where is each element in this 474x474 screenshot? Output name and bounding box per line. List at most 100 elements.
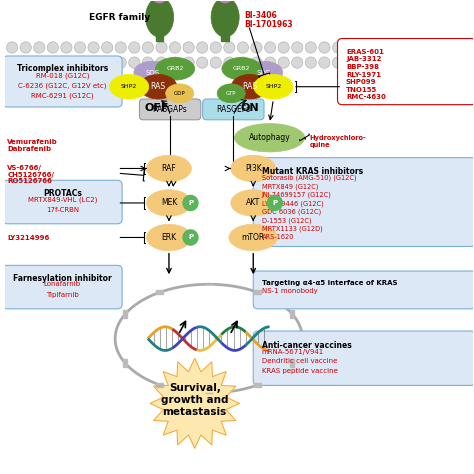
Text: P: P bbox=[272, 200, 277, 206]
Text: ERAS-601: ERAS-601 bbox=[346, 49, 384, 55]
Circle shape bbox=[305, 42, 317, 53]
Circle shape bbox=[61, 42, 72, 53]
Circle shape bbox=[414, 57, 425, 68]
Text: RASGAPs: RASGAPs bbox=[153, 105, 188, 114]
Text: NS-1 monobody: NS-1 monobody bbox=[262, 288, 318, 294]
Circle shape bbox=[210, 57, 221, 68]
Circle shape bbox=[197, 42, 208, 53]
Text: Sotorasib (AMG-510) (G12C): Sotorasib (AMG-510) (G12C) bbox=[262, 174, 356, 181]
Polygon shape bbox=[150, 358, 239, 448]
Circle shape bbox=[441, 42, 452, 53]
Text: Autophagy: Autophagy bbox=[249, 133, 291, 142]
Text: JAB-3312: JAB-3312 bbox=[346, 56, 381, 63]
Circle shape bbox=[264, 57, 276, 68]
FancyBboxPatch shape bbox=[3, 265, 122, 309]
Circle shape bbox=[224, 57, 235, 68]
Circle shape bbox=[74, 57, 86, 68]
Bar bbox=[123, 310, 127, 318]
Circle shape bbox=[387, 42, 398, 53]
Circle shape bbox=[183, 195, 198, 210]
Circle shape bbox=[455, 42, 466, 53]
Circle shape bbox=[441, 57, 452, 68]
Text: PROTACs: PROTACs bbox=[43, 189, 82, 198]
Ellipse shape bbox=[231, 190, 276, 216]
Circle shape bbox=[359, 57, 371, 68]
Circle shape bbox=[101, 42, 113, 53]
Text: Vemurafenib: Vemurafenib bbox=[8, 139, 58, 145]
Text: Survival,: Survival, bbox=[169, 383, 220, 393]
Ellipse shape bbox=[146, 190, 191, 216]
Circle shape bbox=[128, 42, 140, 53]
Circle shape bbox=[264, 42, 276, 53]
FancyBboxPatch shape bbox=[253, 157, 474, 246]
Text: ARS-1620: ARS-1620 bbox=[262, 234, 294, 240]
Text: LY3499446 (G12C): LY3499446 (G12C) bbox=[262, 200, 323, 207]
Text: BBP-398: BBP-398 bbox=[346, 64, 379, 70]
Circle shape bbox=[183, 57, 194, 68]
Circle shape bbox=[34, 57, 45, 68]
Text: RAS: RAS bbox=[151, 82, 166, 91]
Text: ERK: ERK bbox=[161, 233, 176, 242]
Text: Tricomplex inhibitors: Tricomplex inhibitors bbox=[17, 64, 108, 73]
Ellipse shape bbox=[134, 61, 171, 84]
Text: MRTX849 (G12C): MRTX849 (G12C) bbox=[262, 183, 318, 190]
Text: quine: quine bbox=[310, 142, 330, 148]
Text: KRAS peptide vaccine: KRAS peptide vaccine bbox=[262, 368, 337, 374]
Text: RO5126766: RO5126766 bbox=[8, 178, 52, 184]
Circle shape bbox=[115, 57, 127, 68]
Circle shape bbox=[210, 42, 221, 53]
Text: 17f-CRBN: 17f-CRBN bbox=[46, 207, 79, 213]
Circle shape bbox=[455, 57, 466, 68]
Ellipse shape bbox=[146, 155, 191, 182]
Ellipse shape bbox=[211, 0, 239, 37]
Text: JNJ-74699157 (G12C): JNJ-74699157 (G12C) bbox=[262, 191, 331, 198]
Text: Dabrafenib: Dabrafenib bbox=[8, 146, 52, 152]
Circle shape bbox=[251, 57, 262, 68]
Text: SOS: SOS bbox=[146, 70, 160, 75]
FancyBboxPatch shape bbox=[253, 331, 474, 385]
FancyBboxPatch shape bbox=[139, 99, 201, 120]
Bar bbox=[290, 310, 294, 318]
Text: P: P bbox=[188, 235, 193, 240]
Ellipse shape bbox=[139, 74, 177, 99]
Ellipse shape bbox=[146, 224, 191, 251]
Text: D-1553 (G12C): D-1553 (G12C) bbox=[262, 217, 311, 224]
Bar bbox=[156, 290, 164, 294]
Circle shape bbox=[47, 42, 58, 53]
Circle shape bbox=[7, 57, 18, 68]
Text: RAF: RAF bbox=[162, 164, 176, 173]
Text: Lonafarnib: Lonafarnib bbox=[44, 282, 81, 287]
Ellipse shape bbox=[229, 224, 278, 251]
Ellipse shape bbox=[109, 74, 149, 99]
Circle shape bbox=[428, 42, 438, 53]
Bar bbox=[156, 383, 164, 387]
Bar bbox=[221, 15, 229, 41]
Circle shape bbox=[169, 42, 181, 53]
Circle shape bbox=[373, 42, 384, 53]
Circle shape bbox=[156, 57, 167, 68]
Circle shape bbox=[20, 57, 31, 68]
Text: Targeting α4-α5 interface of KRAS: Targeting α4-α5 interface of KRAS bbox=[262, 280, 397, 285]
Circle shape bbox=[88, 57, 99, 68]
Text: SHP2: SHP2 bbox=[121, 84, 137, 89]
Text: RAS: RAS bbox=[242, 82, 257, 91]
Circle shape bbox=[267, 195, 282, 210]
Circle shape bbox=[74, 42, 86, 53]
Circle shape bbox=[400, 57, 411, 68]
Text: VS-6766/: VS-6766/ bbox=[8, 165, 42, 171]
Bar bbox=[254, 383, 261, 387]
Circle shape bbox=[400, 42, 411, 53]
Text: Mutant KRAS inhibitors: Mutant KRAS inhibitors bbox=[262, 167, 363, 176]
FancyBboxPatch shape bbox=[3, 56, 122, 107]
Text: P: P bbox=[188, 200, 193, 206]
Bar bbox=[254, 290, 261, 294]
Circle shape bbox=[319, 42, 330, 53]
Text: EGFR family: EGFR family bbox=[90, 13, 151, 22]
Circle shape bbox=[142, 57, 154, 68]
Text: GRB2: GRB2 bbox=[233, 66, 250, 71]
Circle shape bbox=[169, 57, 181, 68]
Circle shape bbox=[156, 42, 167, 53]
Text: Hydroxychloro-: Hydroxychloro- bbox=[310, 135, 366, 141]
Circle shape bbox=[319, 57, 330, 68]
Text: BI-1701963: BI-1701963 bbox=[244, 19, 292, 28]
